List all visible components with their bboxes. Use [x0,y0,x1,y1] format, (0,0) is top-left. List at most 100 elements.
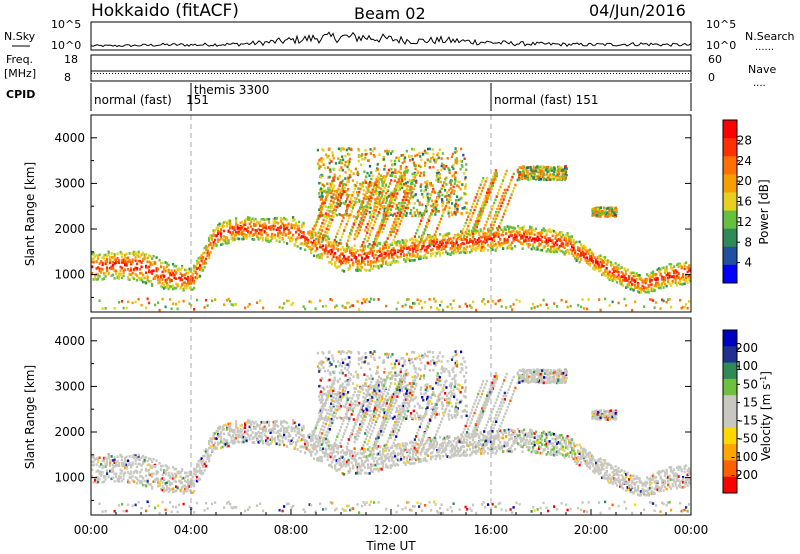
power-cell [98,267,101,271]
power-cell [508,182,511,185]
power-cell [469,304,472,307]
nsearch-symbol: ...... [755,42,774,53]
power-cell [398,156,401,160]
power-cell [473,223,476,226]
nave-dot [196,73,197,74]
power-cell [318,235,321,239]
power-cell [552,178,555,181]
power-cell [532,243,535,246]
power-cell [677,262,680,266]
power-cell [339,204,342,207]
power-cell [503,195,506,198]
power-cell [175,282,178,285]
power-cell [163,274,166,278]
power-cell [550,239,553,242]
power-cell [229,224,232,227]
power-cell [413,254,416,258]
power-cell [443,244,446,248]
power-cell [389,230,392,234]
power-cell [364,181,367,184]
power-cell [262,218,265,221]
power-cell [131,276,134,279]
power-cell [329,245,332,248]
power-cell [361,200,364,203]
power-cell [104,272,107,275]
power-cell [598,298,601,301]
power-cell [355,256,358,259]
power-cell [563,238,566,242]
power-cell [634,286,637,290]
nave-dot [538,73,539,74]
velocity-cell [97,476,100,479]
power-cell [314,307,317,310]
power-cell [335,304,338,307]
power-cell [199,257,202,260]
power-cell [388,199,392,203]
power-cell [439,233,442,236]
power-cell [393,191,396,195]
power-cell [607,272,610,276]
nsearch-tick-bottom: 10^0 [706,39,736,52]
power-cell [553,247,556,250]
power-cell [455,161,459,165]
velocity-cell [112,470,115,473]
power-cell [208,239,211,242]
velocity-cell [145,509,148,513]
power-cell [244,235,247,239]
power-cell [385,149,388,153]
power-cell [319,243,322,247]
velocity-cell [91,468,94,472]
power-cell [408,201,411,205]
power-cell [320,246,323,249]
power-cell [324,195,328,199]
power-cell [394,207,398,211]
power-cell [347,177,350,180]
power-cell [560,235,563,239]
velocity-cell [104,465,107,468]
power-cell [142,280,145,284]
power-cell [464,248,467,251]
power-cell [371,174,374,178]
power-cell [419,250,422,253]
power-cell [299,247,302,250]
power-cell [563,253,566,256]
power-cell [356,181,359,184]
power-cell [354,233,357,236]
power-cell [454,161,457,164]
power-cell [364,257,367,260]
power-cell [509,234,512,237]
velocity-cell [121,469,124,473]
power-cell [458,305,461,308]
nave-dot [574,73,575,74]
power-cell [371,250,374,253]
power-cell [362,246,365,250]
power-cell [359,220,362,223]
power-cell [386,205,389,209]
nave-dot [490,73,491,74]
power-cell [91,265,94,269]
power-cell [441,162,444,166]
power-cell [364,263,367,266]
power-cell [463,172,466,175]
power-cell [512,239,515,242]
power-cell [233,236,236,240]
power-cell [665,300,668,304]
power-cell [398,185,401,189]
power-cell [146,297,149,301]
power-cell [554,231,557,235]
power-cell [676,276,679,279]
nave-dot [688,73,689,74]
power-cell [121,259,124,262]
power-cell [283,240,286,244]
power-cell [415,232,418,235]
power-cell [598,210,601,213]
power-cell [325,212,328,215]
power-cell [568,237,571,241]
power-cell [343,229,346,232]
power-cell [359,225,362,229]
power-cell [482,235,485,238]
power-cell [439,176,442,180]
power-cell [256,229,259,232]
power-cell [331,244,334,248]
power-cell [262,223,265,227]
